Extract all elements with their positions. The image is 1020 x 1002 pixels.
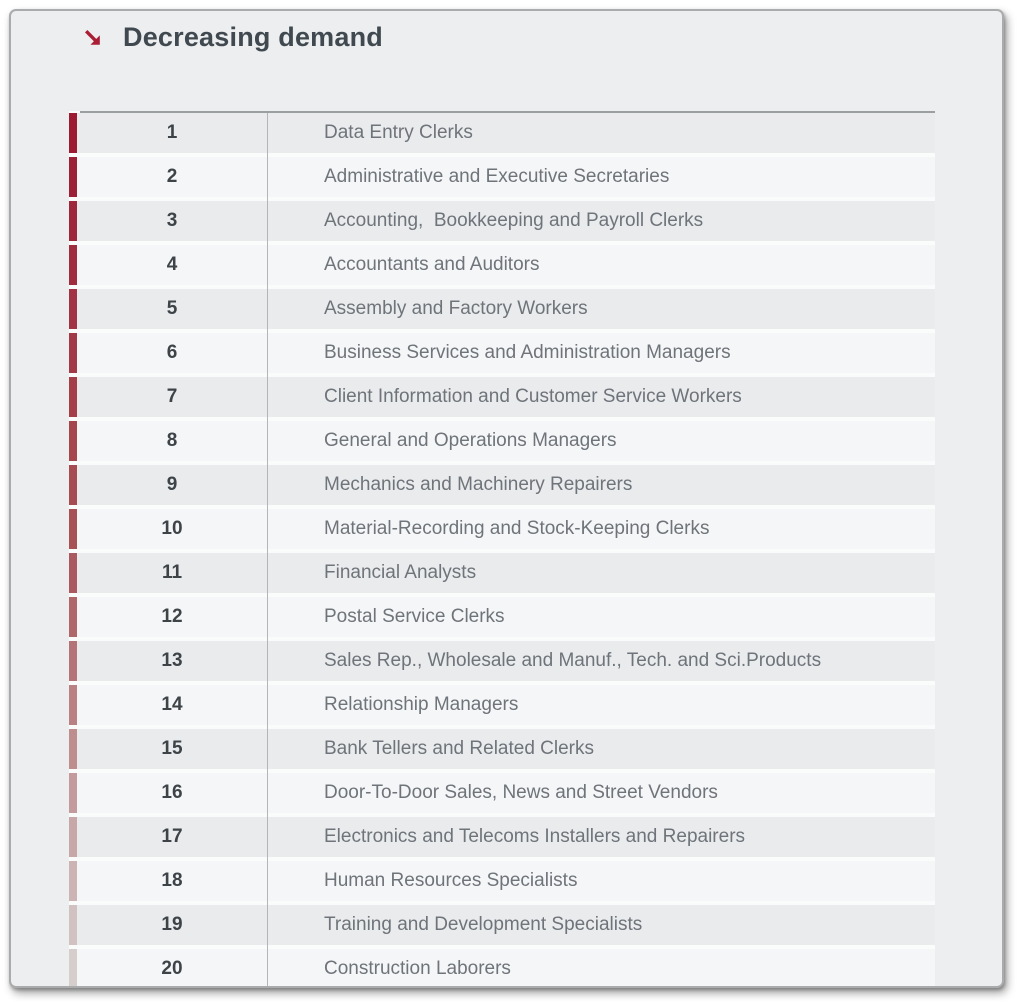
occupation-label: Postal Service Clerks xyxy=(267,597,935,637)
rank-color-bar xyxy=(69,113,77,153)
table-row: 7 Client Information and Customer Servic… xyxy=(69,377,935,417)
ranking-table: 1 Data Entry Clerks 2 Administrative and… xyxy=(69,111,935,986)
rank-color-bar xyxy=(69,377,77,417)
table-row: 8 General and Operations Managers xyxy=(69,421,935,461)
occupation-label: Accountants and Auditors xyxy=(267,245,935,285)
figure-header: Decreasing demand xyxy=(11,11,1002,101)
occupation-label: Administrative and Executive Secretaries xyxy=(267,157,935,197)
table-row: 10 Material-Recording and Stock-Keeping … xyxy=(69,509,935,549)
table-row: 2 Administrative and Executive Secretari… xyxy=(69,157,935,197)
rank-color-bar xyxy=(69,861,77,901)
table-rows: 1 Data Entry Clerks 2 Administrative and… xyxy=(69,113,935,986)
table-row: 11 Financial Analysts xyxy=(69,553,935,593)
table-row: 19 Training and Development Specialists xyxy=(69,905,935,945)
rank-color-bar xyxy=(69,685,77,725)
table-row: 4 Accountants and Auditors xyxy=(69,245,935,285)
table-row: 14 Relationship Managers xyxy=(69,685,935,725)
table-row: 6 Business Services and Administration M… xyxy=(69,333,935,373)
occupation-label: Bank Tellers and Related Clerks xyxy=(267,729,935,769)
rank-number: 18 xyxy=(77,861,267,901)
table-row: 5 Assembly and Factory Workers xyxy=(69,289,935,329)
occupation-label: General and Operations Managers xyxy=(267,421,935,461)
rank-color-bar xyxy=(69,597,77,637)
rank-color-bar xyxy=(69,905,77,945)
rank-color-bar xyxy=(69,245,77,285)
table-row: 9 Mechanics and Machinery Repairers xyxy=(69,465,935,505)
rank-number: 15 xyxy=(77,729,267,769)
rank-number: 16 xyxy=(77,773,267,813)
rank-number: 17 xyxy=(77,817,267,857)
rank-number: 8 xyxy=(77,421,267,461)
rank-color-bar xyxy=(69,289,77,329)
table-top-border xyxy=(80,111,935,113)
occupation-label: Financial Analysts xyxy=(267,553,935,593)
occupation-label: Electronics and Telecoms Installers and … xyxy=(267,817,935,857)
table-row: 18 Human Resources Specialists xyxy=(69,861,935,901)
rank-number: 14 xyxy=(77,685,267,725)
rank-color-bar xyxy=(69,465,77,505)
rank-number: 1 xyxy=(77,113,267,153)
arrow-down-right-icon xyxy=(83,28,103,48)
rank-color-bar xyxy=(69,729,77,769)
rank-color-bar xyxy=(69,641,77,681)
rank-number: 12 xyxy=(77,597,267,637)
figure-title: Decreasing demand xyxy=(123,22,383,52)
report-figure-frame: Decreasing demand 1 Data Entry Clerks 2 … xyxy=(9,9,1004,988)
rank-color-bar xyxy=(69,421,77,461)
rank-number: 7 xyxy=(77,377,267,417)
rank-color-bar xyxy=(69,157,77,197)
table-row: 17 Electronics and Telecoms Installers a… xyxy=(69,817,935,857)
column-divider xyxy=(267,112,268,986)
occupation-label: Door-To-Door Sales, News and Street Vend… xyxy=(267,773,935,813)
rank-number: 6 xyxy=(77,333,267,373)
occupation-label: Accounting, Bookkeeping and Payroll Cler… xyxy=(267,201,935,241)
occupation-label: Mechanics and Machinery Repairers xyxy=(267,465,935,505)
table-row: 15 Bank Tellers and Related Clerks xyxy=(69,729,935,769)
occupation-label: Assembly and Factory Workers xyxy=(267,289,935,329)
rank-number: 11 xyxy=(77,553,267,593)
occupation-label: Business Services and Administration Man… xyxy=(267,333,935,373)
occupation-label: Relationship Managers xyxy=(267,685,935,725)
table-row: 16 Door-To-Door Sales, News and Street V… xyxy=(69,773,935,813)
occupation-label: Human Resources Specialists xyxy=(267,861,935,901)
rank-color-bar xyxy=(69,201,77,241)
rank-color-bar xyxy=(69,553,77,593)
table-row: 1 Data Entry Clerks xyxy=(69,113,935,153)
rank-color-bar xyxy=(69,333,77,373)
rank-color-bar xyxy=(69,817,77,857)
rank-number: 19 xyxy=(77,905,267,945)
rank-number: 9 xyxy=(77,465,267,505)
occupation-label: Training and Development Specialists xyxy=(267,905,935,945)
occupation-label: Client Information and Customer Service … xyxy=(267,377,935,417)
table-row: 3 Accounting, Bookkeeping and Payroll Cl… xyxy=(69,201,935,241)
rank-number: 20 xyxy=(77,949,267,986)
table-row: 12 Postal Service Clerks xyxy=(69,597,935,637)
rank-number: 2 xyxy=(77,157,267,197)
rank-number: 3 xyxy=(77,201,267,241)
occupation-label: Construction Laborers xyxy=(267,949,935,986)
rank-number: 13 xyxy=(77,641,267,681)
rank-number: 10 xyxy=(77,509,267,549)
table-row: 20 Construction Laborers xyxy=(69,949,935,986)
rank-color-bar xyxy=(69,509,77,549)
occupation-label: Material-Recording and Stock-Keeping Cle… xyxy=(267,509,935,549)
rank-number: 5 xyxy=(77,289,267,329)
occupation-label: Sales Rep., Wholesale and Manuf., Tech. … xyxy=(267,641,935,681)
occupation-label: Data Entry Clerks xyxy=(267,113,935,153)
rank-number: 4 xyxy=(77,245,267,285)
table-row: 13 Sales Rep., Wholesale and Manuf., Tec… xyxy=(69,641,935,681)
rank-color-bar xyxy=(69,773,77,813)
rank-color-bar xyxy=(69,949,77,986)
